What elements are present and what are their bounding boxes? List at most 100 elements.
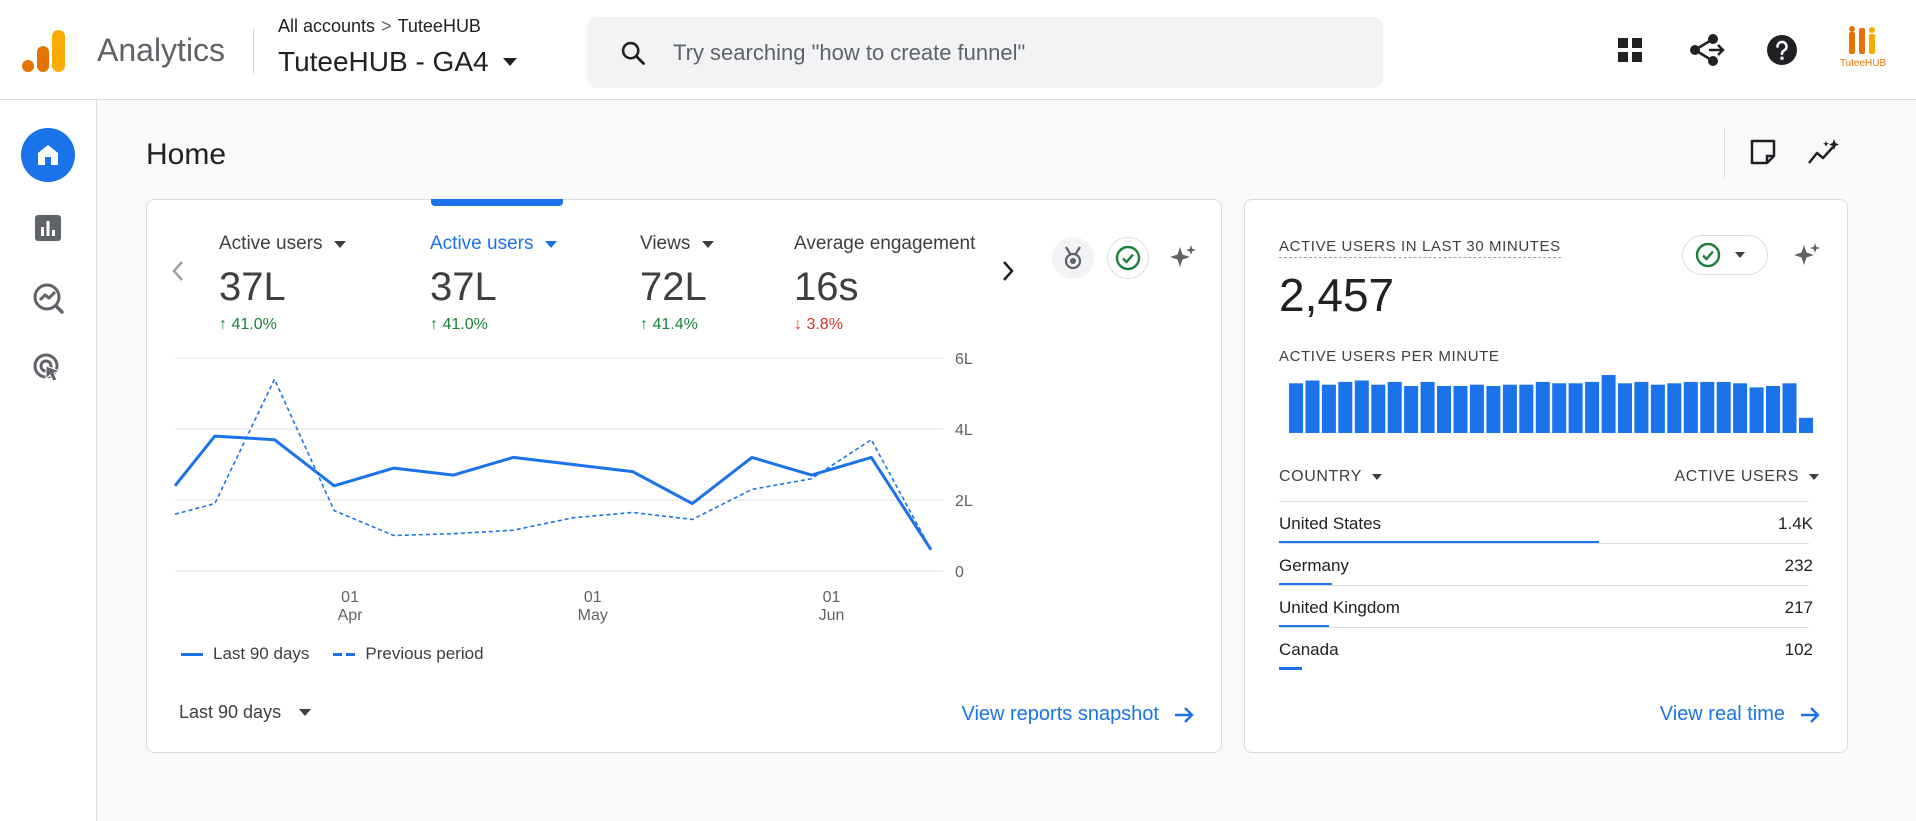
active-users-column-header[interactable]: ACTIVE USERS [1674,468,1819,486]
per-minute-bar [1404,386,1419,433]
per-minute-title: ACTIVE USERS PER MINUTE [1279,348,1500,365]
ai-insights-button[interactable] [1162,237,1204,279]
medal-icon [1064,246,1082,270]
metric-card-active-users[interactable]: Active users 37L ↑ 41.0% [219,233,347,334]
metric-card-active-users-selected[interactable]: Active users 37L ↑ 41.0% [430,233,558,334]
insights-icon[interactable] [1806,134,1842,170]
header-divider [253,28,254,74]
arrow-up-icon: ↑ [219,316,227,333]
metric-card-average-engagement[interactable]: Average engagement 16s ↓ 3.8% [794,233,975,334]
y-tick-label: 6L [955,351,973,368]
x-tick-label: Apr [338,607,364,624]
per-minute-bar [1371,384,1386,433]
per-minute-bar [1420,381,1435,433]
explore-icon [33,283,64,314]
legend-current: Last 90 days [213,644,310,663]
per-minute-bar-chart [1289,375,1813,433]
help-icon[interactable] [1762,30,1802,70]
view-reports-snapshot-link[interactable]: View reports snapshot [961,703,1195,726]
per-minute-bar [1502,384,1517,433]
analytics-logo-icon[interactable] [22,28,70,74]
per-minute-bar [1782,383,1797,433]
per-minute-bar [1321,384,1336,433]
y-tick-label: 2L [955,493,973,510]
legend-dashed-swatch [333,652,356,656]
realtime-title[interactable]: ACTIVE USERS IN LAST 30 MINUTES [1279,238,1561,258]
row-country: United States [1279,514,1382,533]
row-users: 102 [1784,640,1813,659]
per-minute-bar [1305,380,1320,433]
x-tick-label: 01 [823,589,841,606]
data-quality-button[interactable] [1107,237,1149,279]
left-navigation [0,100,97,821]
arrow-right-icon [1175,706,1194,723]
property-name: TuteeHUB - GA4 [278,46,489,77]
property-selector[interactable]: TuteeHUB - GA4 [278,46,517,78]
per-minute-bar [1716,381,1731,433]
per-minute-bar [1453,386,1468,433]
arrow-right-icon [1801,706,1820,723]
y-tick-label: 4L [955,422,973,439]
apps-grid-icon[interactable] [1610,30,1650,70]
per-minute-bar [1568,383,1583,433]
search-input[interactable] [673,17,1353,88]
account-avatar[interactable]: TuteeHUB [1836,24,1890,78]
per-minute-bar [1683,381,1698,433]
table-divider [1279,543,1809,544]
y-tick-label: 0 [955,564,964,581]
metric-label: Average engagement [794,233,976,254]
nav-home[interactable] [21,128,75,182]
x-tick-label: Jun [819,607,845,624]
x-tick-label: 01 [341,589,359,606]
share-icon[interactable] [1686,30,1726,70]
metric-card-views[interactable]: Views 72L ↑ 41.4% [640,233,715,334]
legend-previous: Previous period [365,644,484,663]
per-minute-bar [1700,381,1715,433]
row-share-bar [1279,625,1329,628]
per-minute-bar [1766,386,1780,433]
caret-down-icon [502,58,517,66]
sparkle-icon [1794,243,1820,265]
breadcrumb-root[interactable]: All accounts [278,16,376,36]
row-share-bar [1279,583,1332,586]
link-label: View real time [1659,703,1785,725]
search-icon [621,41,645,65]
header-actions-divider [1724,128,1725,178]
per-minute-bar [1535,381,1550,433]
breadcrumb-account[interactable]: TuteeHUB [397,16,481,36]
view-real-time-link[interactable]: View real time [1660,703,1821,726]
caret-down-icon [334,240,347,248]
nav-explore[interactable] [21,271,75,325]
realtime-ai-button[interactable] [1786,235,1828,277]
notes-icon[interactable] [1745,134,1781,170]
search-bar[interactable] [587,17,1383,88]
x-tick-label: May [578,607,608,624]
realtime-quality-dropdown[interactable] [1682,235,1768,275]
breadcrumb[interactable]: All accounts > TuteeHUB [278,16,481,37]
previous-period-line [174,378,932,551]
sparkle-icon [1170,245,1196,267]
country-column-header[interactable]: COUNTRY [1279,468,1383,486]
chevron-left-icon[interactable] [171,260,185,287]
chevron-right-icon[interactable] [1001,260,1015,287]
link-label: View reports snapshot [961,703,1159,725]
current-period-line [173,434,933,551]
metric-label: Active users [430,233,534,254]
row-users: 1.4K [1778,514,1813,533]
overview-card: Active users 37L ↑ 41.0% Active users 37… [146,199,1222,753]
medal-button[interactable] [1052,237,1094,279]
check-circle-icon [1695,242,1721,268]
nav-advertising[interactable] [21,341,75,395]
caret-down-icon [545,240,558,248]
metric-value: 37L [219,265,286,309]
date-range-selector[interactable]: Last 90 days [179,702,312,723]
arrow-up-icon: ↑ [430,316,438,333]
metric-label: Views [640,233,691,254]
caret-down-icon [1809,474,1819,480]
svg-text:TuteeHUB: TuteeHUB [1840,58,1887,69]
metric-label: Active users [219,233,323,254]
per-minute-bar [1338,381,1353,433]
per-minute-bar [1486,386,1501,433]
nav-reports[interactable] [21,201,75,255]
